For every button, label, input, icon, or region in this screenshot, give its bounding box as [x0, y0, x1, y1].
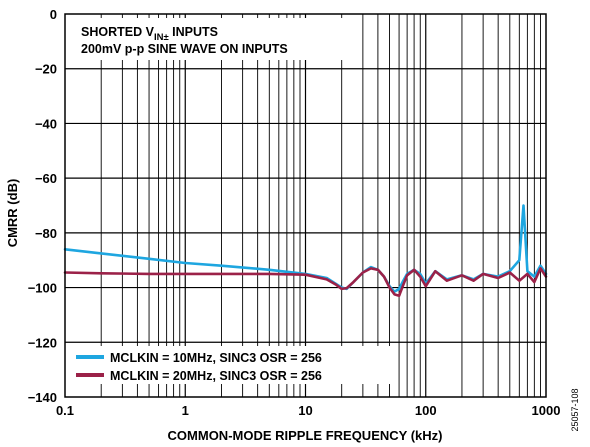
- x-axis-title: COMMON-MODE RIPPLE FREQUENCY (kHz): [168, 428, 443, 443]
- y-tick-label: −60: [35, 171, 57, 186]
- y-tick-label: −20: [35, 62, 57, 77]
- y-tick-label: −80: [35, 226, 57, 241]
- annotation-line-1-main: SHORTED V: [81, 25, 155, 39]
- annotation-line-2: 200mV p-p SINE WAVE ON INPUTS: [81, 42, 288, 56]
- y-axis-title: CMRR (dB): [5, 179, 20, 248]
- legend-label-20mhz: MCLKIN = 20MHz, SINC3 OSR = 256: [110, 369, 322, 383]
- x-tick-label: 1: [182, 403, 189, 418]
- annotation-box: SHORTED VIN± INPUTS 200mV p-p SINE WAVE …: [72, 18, 352, 60]
- series-lines: [63, 204, 548, 298]
- x-tick-label: 10: [298, 403, 312, 418]
- series-line-10mhz: [63, 204, 548, 294]
- y-tick-labels: 0 −20 −40 −60 −80 −100 −120 −140: [28, 7, 57, 405]
- legend: MCLKIN = 10MHz, SINC3 OSR = 256 MCLKIN =…: [68, 346, 398, 384]
- y-tick-label: −100: [28, 281, 57, 296]
- y-tick-label: −140: [28, 390, 57, 405]
- legend-label-10mhz: MCLKIN = 10MHz, SINC3 OSR = 256: [110, 351, 322, 365]
- y-tick-label: −40: [35, 116, 57, 131]
- annotation-line-1: SHORTED VIN± INPUTS: [81, 25, 218, 43]
- annotation-line-1-subscript: IN±: [154, 32, 169, 43]
- x-tick-label: 1000: [532, 403, 561, 418]
- plot-frame: [64, 13, 547, 398]
- grid: [65, 14, 546, 397]
- y-tick-label: 0: [50, 7, 57, 22]
- series-line-20mhz: [63, 267, 548, 298]
- x-tick-labels: 0.1 1 10 100 1000: [56, 403, 561, 418]
- figure-id: 25057-108: [570, 388, 580, 431]
- x-tick-label: 100: [415, 403, 437, 418]
- x-tick-label: 0.1: [56, 403, 74, 418]
- y-tick-label: −120: [28, 335, 57, 350]
- annotation-line-1-end: INPUTS: [169, 25, 218, 39]
